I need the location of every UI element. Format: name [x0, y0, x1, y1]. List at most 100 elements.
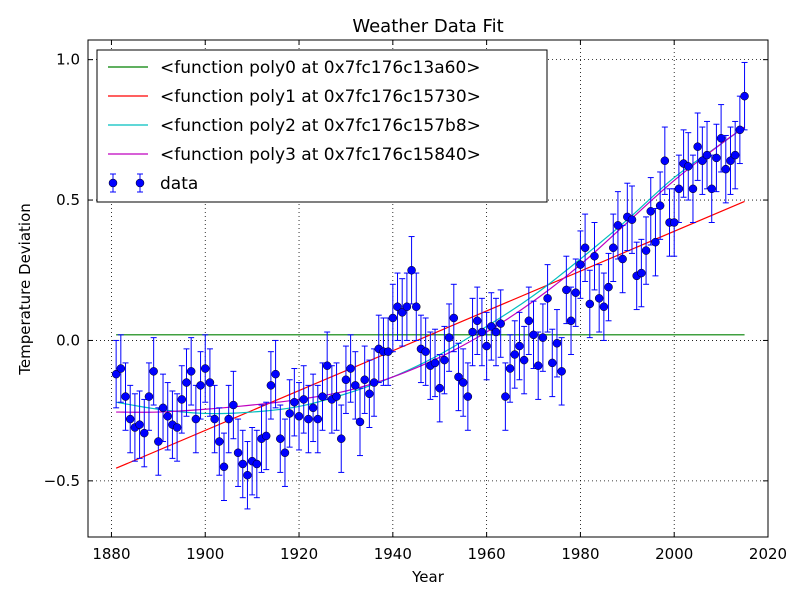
data-point	[149, 337, 158, 406]
data-marker	[229, 400, 238, 410]
data-marker	[215, 437, 224, 446]
data-point	[501, 362, 510, 431]
x-tick-label: 1900	[186, 545, 224, 563]
data-point	[684, 132, 693, 201]
data-point	[374, 314, 384, 384]
data-point	[304, 384, 313, 454]
data-point	[585, 269, 595, 339]
data-marker	[693, 142, 702, 151]
data-marker	[308, 403, 318, 413]
data-point	[637, 238, 646, 308]
data-point	[707, 154, 716, 224]
data-point	[576, 230, 585, 299]
data-point	[196, 351, 205, 420]
data-marker	[360, 375, 369, 385]
data-marker	[243, 470, 252, 480]
data-marker	[276, 434, 285, 443]
data-marker	[111, 369, 121, 379]
data-point	[355, 387, 365, 457]
data-marker	[580, 243, 590, 253]
data-marker	[421, 347, 430, 356]
data-point	[336, 404, 346, 473]
data-point	[594, 264, 604, 333]
data-point	[351, 351, 360, 420]
legend-swatch-marker	[108, 178, 118, 188]
data-marker	[444, 333, 454, 342]
data-point	[397, 278, 407, 347]
data-marker	[608, 243, 618, 253]
legend-item: data	[108, 173, 198, 194]
data-point	[604, 252, 613, 322]
data-marker	[407, 265, 416, 275]
data-marker	[482, 341, 491, 351]
data-point	[135, 390, 144, 459]
data-point	[712, 123, 721, 193]
data-point	[590, 222, 599, 291]
data-marker	[435, 383, 444, 393]
data-point	[693, 112, 702, 181]
data-point	[552, 309, 562, 378]
data-point	[365, 359, 374, 428]
data-marker	[290, 397, 299, 407]
legend: <function poly0 at 0x7fc176c13a60> <funct…	[96, 49, 548, 203]
data-marker	[698, 156, 707, 165]
data-marker	[304, 414, 313, 424]
data-point	[608, 213, 618, 282]
data-marker	[233, 448, 243, 458]
data-point	[111, 339, 121, 409]
data-marker	[543, 294, 552, 303]
plot-frame	[87, 39, 769, 538]
data-point	[487, 292, 496, 361]
data-marker	[200, 364, 210, 373]
y-axis: −0.5 0.0 0.5 1.0	[44, 51, 768, 490]
data-marker	[365, 389, 374, 399]
x-tick-label: 2000	[655, 545, 693, 563]
legend-label: data	[160, 174, 198, 194]
data-marker	[261, 431, 271, 441]
data-point	[125, 384, 135, 454]
data-marker	[252, 459, 262, 469]
data-point	[360, 345, 369, 414]
data-point	[388, 283, 398, 353]
data-marker	[149, 367, 158, 376]
data-marker	[557, 367, 566, 376]
data-point	[313, 384, 323, 454]
legend-label: <function poly0 at 0x7fc176c13a60>	[160, 58, 481, 78]
data-marker	[341, 375, 351, 385]
data-point	[210, 384, 219, 454]
data-point	[627, 185, 637, 254]
data-marker	[468, 327, 477, 337]
data-point	[548, 328, 557, 398]
x-tick-label: 2020	[749, 545, 787, 563]
data-marker	[496, 319, 505, 328]
data-point	[440, 325, 449, 395]
data-marker	[440, 355, 449, 365]
x-axis: 1880 1900 1920 1940 1960 1980 2000 2020	[92, 40, 787, 563]
data-point	[158, 373, 168, 443]
x-tick-label: 1980	[561, 545, 599, 563]
data-marker	[219, 462, 229, 472]
x-tick-label: 1920	[280, 545, 318, 563]
data-marker	[707, 184, 716, 194]
data-point	[543, 264, 552, 333]
data-point	[688, 154, 698, 224]
data-marker	[299, 395, 308, 404]
y-axis-label: Temperature Deviation	[16, 203, 34, 376]
data-marker	[472, 316, 482, 326]
x-tick-label: 1880	[92, 545, 130, 563]
data-point	[412, 272, 421, 341]
data-point	[271, 339, 280, 409]
data-marker	[121, 392, 130, 401]
data-point	[458, 348, 468, 417]
data-marker	[529, 330, 538, 340]
data-point	[735, 95, 745, 165]
data-point	[496, 289, 505, 358]
data-point	[669, 188, 679, 257]
data-marker	[604, 282, 613, 292]
data-marker	[519, 355, 529, 365]
data-point	[726, 126, 735, 195]
data-point	[186, 337, 196, 406]
data-marker	[412, 302, 421, 312]
data-marker	[730, 150, 740, 160]
